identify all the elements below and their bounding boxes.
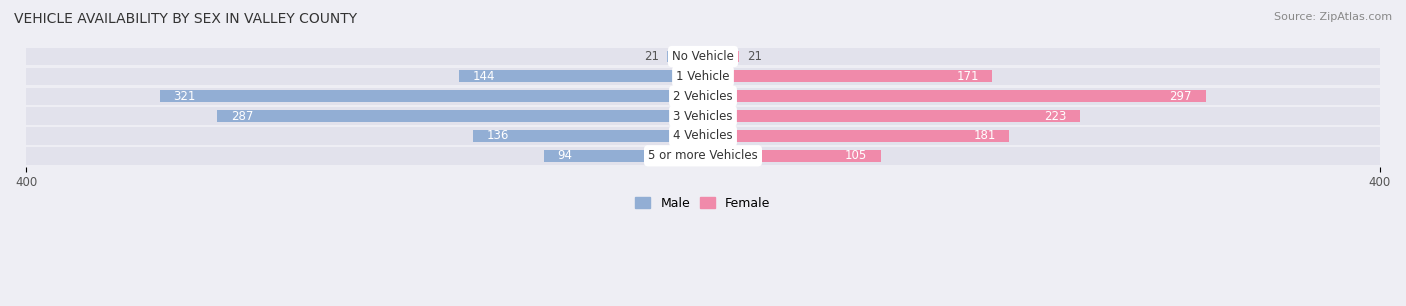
Bar <box>703 70 993 82</box>
Bar <box>703 90 1205 102</box>
Text: VEHICLE AVAILABILITY BY SEX IN VALLEY COUNTY: VEHICLE AVAILABILITY BY SEX IN VALLEY CO… <box>14 12 357 26</box>
Text: 1 Vehicle: 1 Vehicle <box>676 70 730 83</box>
Bar <box>703 130 1010 142</box>
Legend: Male, Female: Male, Female <box>630 192 776 215</box>
Text: 297: 297 <box>1170 90 1192 103</box>
Text: 21: 21 <box>747 50 762 63</box>
Text: No Vehicle: No Vehicle <box>672 50 734 63</box>
Bar <box>27 127 1379 145</box>
Bar <box>703 150 880 162</box>
Text: 105: 105 <box>845 149 868 162</box>
Bar <box>460 70 703 82</box>
Bar <box>668 50 703 62</box>
Text: 223: 223 <box>1045 110 1067 123</box>
Text: 136: 136 <box>486 129 509 143</box>
Bar <box>544 150 703 162</box>
Text: 2 Vehicles: 2 Vehicles <box>673 90 733 103</box>
Text: 3 Vehicles: 3 Vehicles <box>673 110 733 123</box>
Bar <box>27 68 1379 85</box>
Text: 171: 171 <box>956 70 979 83</box>
Bar <box>218 110 703 122</box>
Bar <box>27 48 1379 65</box>
Text: 181: 181 <box>973 129 995 143</box>
Bar <box>703 110 1080 122</box>
Text: 5 or more Vehicles: 5 or more Vehicles <box>648 149 758 162</box>
Text: 287: 287 <box>231 110 253 123</box>
Bar <box>27 147 1379 165</box>
Bar <box>703 50 738 62</box>
Bar <box>472 130 703 142</box>
Text: 144: 144 <box>472 70 495 83</box>
Bar <box>160 90 703 102</box>
Bar <box>27 107 1379 125</box>
Text: 94: 94 <box>557 149 572 162</box>
Text: Source: ZipAtlas.com: Source: ZipAtlas.com <box>1274 12 1392 22</box>
Bar <box>27 88 1379 105</box>
Text: 21: 21 <box>644 50 659 63</box>
Text: 321: 321 <box>173 90 195 103</box>
Text: 4 Vehicles: 4 Vehicles <box>673 129 733 143</box>
